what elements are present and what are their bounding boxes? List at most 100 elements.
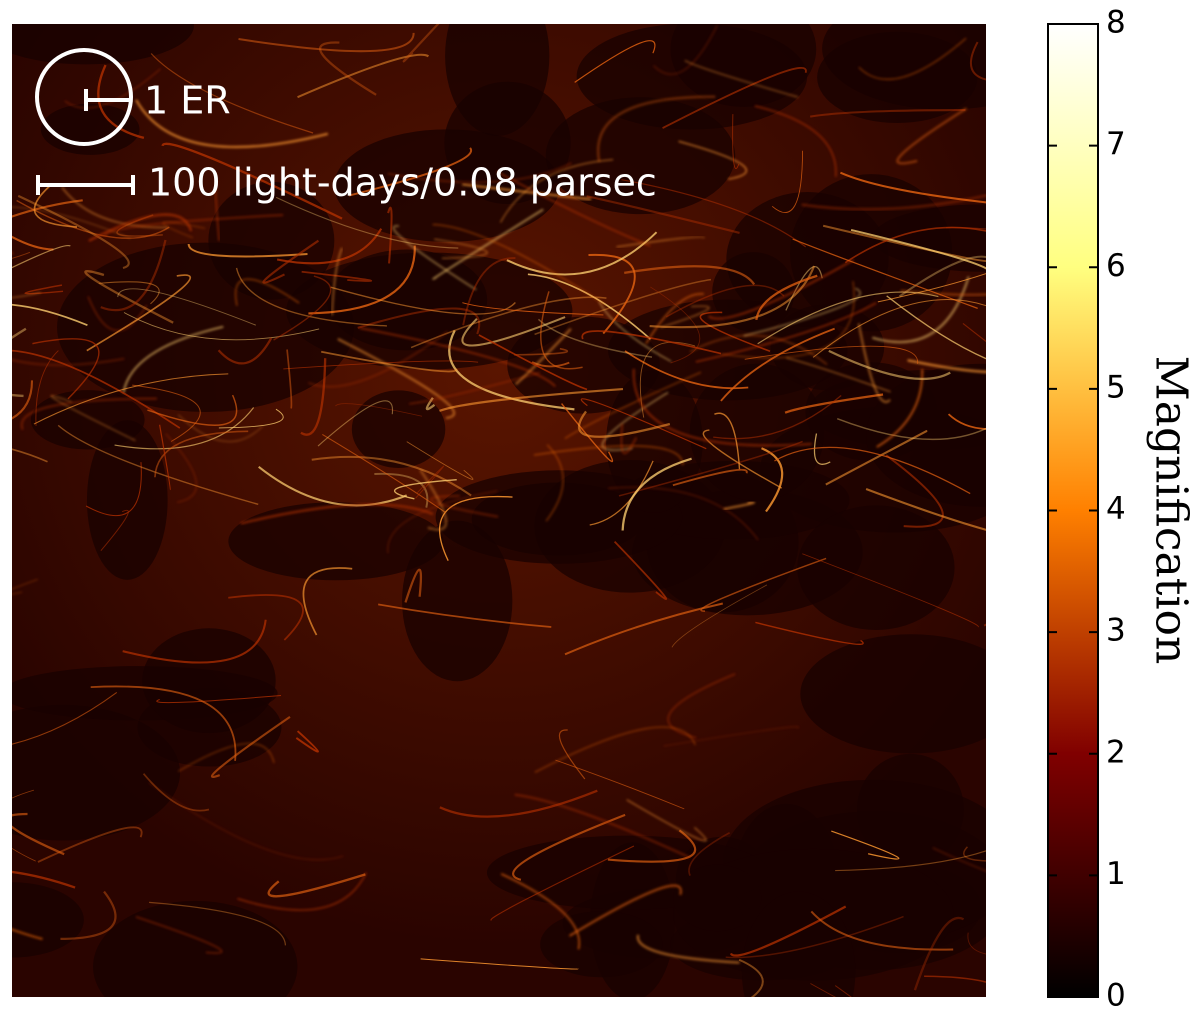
caustic [877,273,986,303]
caustic [238,32,415,53]
caustic [97,64,145,140]
caustic [786,357,891,393]
caustic [307,330,449,388]
caustic [86,274,192,352]
caustic [35,350,59,426]
caustic [317,400,394,447]
caustic [813,433,831,465]
caustic [135,99,329,149]
caustic [932,847,986,872]
caustic [235,278,300,306]
caustic [857,323,891,403]
caustic [311,455,472,497]
caustic [586,195,740,234]
caustic [533,445,684,466]
caustic [461,316,566,347]
caustic [496,170,651,247]
caustic [835,850,986,872]
caustic [665,284,785,318]
caustic [792,238,978,309]
colorbar-tick-label: 8 [1106,5,1126,41]
caustic [165,433,198,503]
caustic [840,171,986,204]
caustic [210,716,291,778]
caustic [688,831,731,877]
caustic [500,873,581,950]
caustic [408,372,541,405]
caustic [667,673,736,739]
caustic [378,603,552,628]
caustic [699,311,771,352]
caustic [689,334,828,366]
colorbar-tick-label: 0 [1106,978,1126,1013]
caustic [825,430,928,486]
caustic [650,286,701,364]
caustic [88,213,193,242]
caustic [695,302,877,363]
caustic [947,413,986,430]
caustic [924,975,986,983]
caustic [439,387,624,412]
caustic [32,338,100,400]
caustic [896,107,968,165]
caustic [671,584,768,648]
caustic [12,244,71,269]
dark-region [57,242,354,412]
caustic [561,403,614,463]
caustic [404,568,423,603]
caustic [132,384,201,442]
caustic [217,337,273,365]
caustic [744,345,918,364]
caustic [755,621,864,645]
caustic [12,789,36,862]
caustic [632,368,812,447]
caustic [104,214,284,238]
caustic [87,296,148,332]
caustic [653,25,718,75]
caustic [757,291,939,345]
caustic [540,291,583,370]
magnification-map [12,24,986,997]
caustic [24,284,64,295]
caustic [672,468,748,487]
caustic [283,360,479,370]
caustic [810,983,852,997]
caustic [514,347,569,356]
caustic [392,225,477,291]
caustic [275,196,459,249]
caustic [12,252,14,255]
caustic [865,488,986,531]
caustic [580,398,707,450]
caustic [286,349,293,409]
caustic [61,186,169,229]
caustic [537,318,653,358]
caustic [621,457,692,531]
caustic [142,773,210,812]
caustic [886,295,986,360]
caustic [149,901,287,946]
caustic [589,460,654,526]
caustic [639,341,696,418]
caustic [17,194,130,270]
caustic [295,730,319,753]
caustic [12,448,48,463]
dark-region [800,634,986,754]
caustic [678,140,748,180]
caustic [214,172,220,242]
caustic [720,327,835,402]
caustic [12,357,125,366]
caustic [402,24,440,63]
caustic [771,150,803,213]
dark-region [606,370,703,513]
caustic [645,293,704,345]
caustic [810,108,966,118]
caustic [12,812,65,856]
caustic [432,208,544,280]
caustic [57,424,259,506]
caustic [434,238,488,259]
caustic [240,503,434,525]
colorbar-label: Magnification [1146,356,1197,665]
caustic [12,928,43,940]
dark-region [540,911,663,978]
caustic [558,729,586,780]
